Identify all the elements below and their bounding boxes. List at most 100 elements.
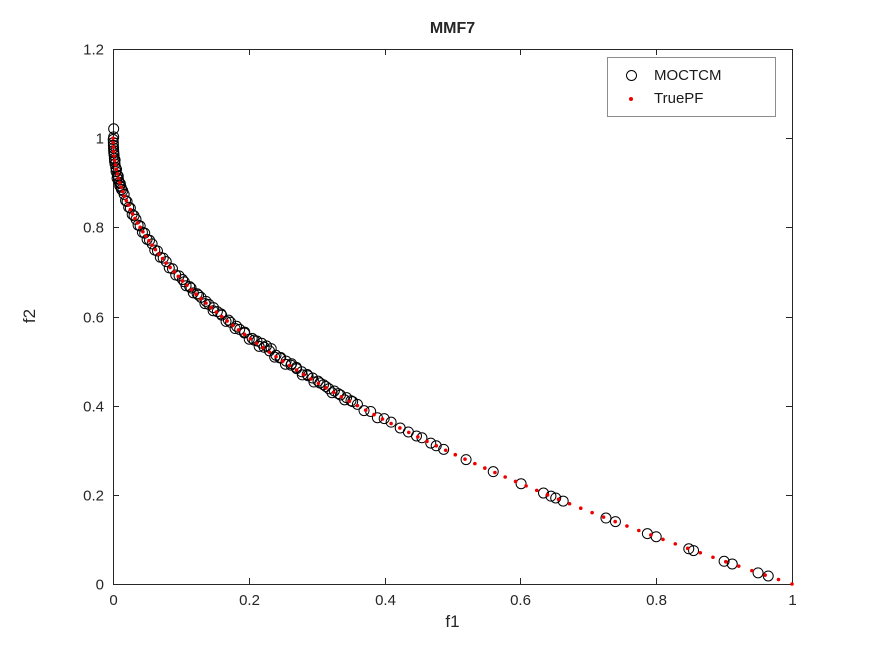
data-point-moctcm (118, 188, 130, 200)
chart-title: MMF7 (429, 20, 476, 37)
data-point-truepf (355, 403, 360, 408)
data-point-truepf (316, 381, 321, 386)
data-point-truepf (347, 399, 352, 404)
data-point-truepf (122, 194, 127, 198)
data-point-moctcm (121, 195, 133, 207)
dot-marker-icon (629, 96, 633, 101)
legend-marker-cell (608, 96, 654, 101)
data-point-truepf (176, 274, 181, 279)
data-point-moctcm (130, 213, 142, 225)
data-point-moctcm (320, 380, 332, 392)
y-tick-label: 0.6 (83, 310, 104, 327)
data-point-moctcm (545, 490, 557, 502)
data-point-truepf (790, 582, 794, 586)
data-point-truepf (164, 261, 169, 265)
data-point-moctcm (185, 282, 197, 294)
data-point-truepf (168, 265, 172, 270)
data-point-moctcm (438, 443, 450, 455)
data-point-truepf (204, 301, 208, 305)
y-tick-label: 0.2 (83, 488, 104, 505)
data-point-moctcm (207, 305, 219, 317)
data-point-moctcm (688, 545, 700, 557)
data-point-truepf (194, 292, 198, 297)
x-tick-label: 0.6 (510, 592, 531, 609)
data-point-truepf (556, 497, 561, 502)
data-point-moctcm (752, 567, 764, 579)
data-point-moctcm (323, 383, 335, 395)
data-point-truepf (114, 167, 119, 172)
data-point-moctcm (207, 302, 219, 314)
data-point-moctcm (215, 308, 227, 320)
data-point-truepf (389, 421, 393, 426)
data-point-truepf (261, 345, 265, 350)
data-point-moctcm (557, 495, 569, 507)
data-point-moctcm (123, 201, 135, 213)
data-point-moctcm (550, 492, 562, 504)
data-point-truepf (128, 207, 133, 212)
data-point-truepf (111, 145, 116, 149)
y-tick-label: 1 (96, 131, 104, 148)
data-point-truepf (144, 234, 148, 239)
data-point-truepf (280, 359, 285, 363)
data-point-moctcm (108, 152, 120, 164)
data-point-truepf (112, 154, 116, 158)
data-point-truepf (126, 203, 131, 207)
data-point-moctcm (683, 543, 695, 555)
data-point-truepf (324, 386, 328, 390)
axes-box (113, 49, 793, 585)
data-point-truepf (776, 577, 781, 582)
data-point-moctcm (600, 512, 612, 524)
data-point-moctcm (307, 372, 319, 384)
data-point-truepf (649, 533, 653, 537)
data-point-truepf (254, 341, 259, 346)
data-point-truepf (613, 519, 617, 524)
y-tick-label: 0.4 (83, 399, 104, 416)
data-point-moctcm (312, 375, 324, 387)
data-point-moctcm (220, 315, 232, 327)
data-point-moctcm (108, 123, 120, 135)
data-point-moctcm (378, 413, 390, 425)
data-point-truepf (513, 479, 518, 484)
legend: MOCTCM TruePF (607, 57, 776, 117)
data-point-truepf (141, 229, 145, 234)
data-point-moctcm (193, 289, 205, 301)
data-point-truepf (242, 332, 247, 337)
data-point-truepf (453, 452, 458, 457)
data-point-truepf (199, 296, 203, 301)
data-point-moctcm (460, 454, 472, 466)
data-point-moctcm (222, 314, 234, 326)
data-point-truepf (625, 524, 629, 528)
data-point-truepf (398, 426, 402, 430)
y-tick-label: 0 (96, 577, 104, 594)
data-point-moctcm (191, 288, 203, 300)
data-point-moctcm (229, 323, 241, 335)
data-point-truepf (112, 158, 117, 163)
data-point-truepf (503, 475, 507, 479)
data-point-truepf (698, 550, 703, 555)
open-circle-marker-icon (625, 70, 637, 81)
data-point-truepf (736, 564, 741, 568)
data-point-moctcm (177, 273, 189, 285)
data-point-truepf (172, 270, 176, 274)
x-tick-label: 1 (788, 592, 796, 609)
data-point-truepf (111, 136, 115, 140)
data-point-truepf (267, 350, 272, 354)
data-point-truepf (120, 189, 125, 194)
data-point-moctcm (385, 416, 397, 428)
data-point-truepf (111, 140, 115, 145)
data-point-moctcm (200, 295, 212, 307)
x-tick-label: 0.2 (239, 592, 260, 609)
data-point-moctcm (151, 245, 163, 257)
data-point-truepf (138, 225, 142, 230)
data-point-truepf (339, 394, 344, 399)
data-point-moctcm (144, 234, 156, 246)
data-point-moctcm (326, 387, 338, 399)
data-point-truepf (219, 314, 224, 319)
x-axis-label: f1 (445, 612, 460, 631)
data-point-moctcm (358, 405, 370, 417)
data-point-truepf (406, 430, 411, 435)
data-point-truepf (119, 185, 124, 190)
data-point-moctcm (487, 466, 499, 478)
legend-label-moctcm: MOCTCM (654, 67, 722, 84)
